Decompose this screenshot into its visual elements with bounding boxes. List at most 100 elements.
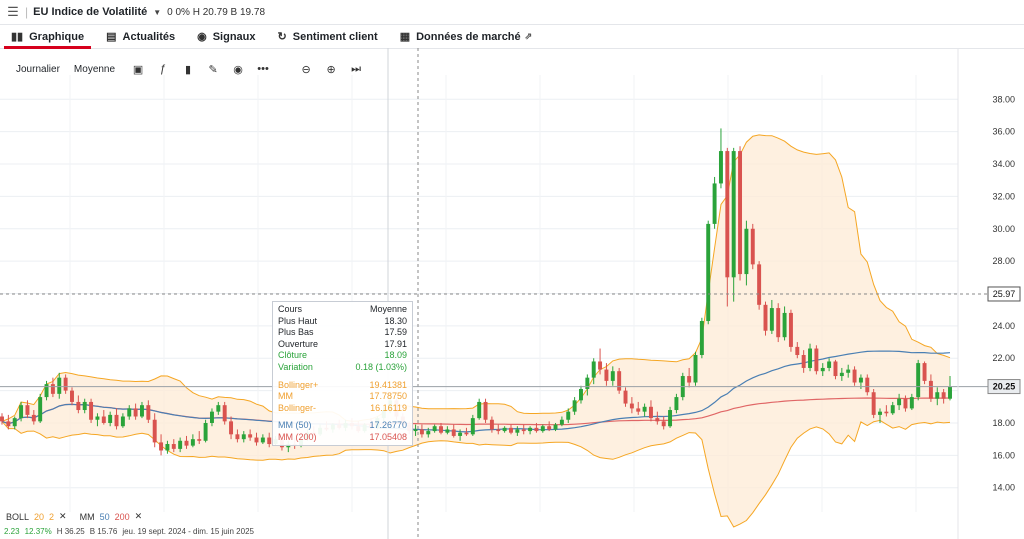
tooltip-value: 17.78750 <box>369 391 407 402</box>
tab-sentiment-client[interactable]: ↻ Sentiment client <box>267 25 389 48</box>
candle-body <box>489 419 494 430</box>
candle-body <box>890 405 895 414</box>
candle-body <box>928 380 933 399</box>
candle-body <box>235 434 240 440</box>
candle-body <box>858 377 863 383</box>
boll-deviation[interactable]: 2 <box>49 511 55 522</box>
period-selector[interactable]: Journalier <box>16 63 60 75</box>
hamburger-icon[interactable]: ☰ <box>7 4 19 19</box>
candle-body <box>502 427 507 432</box>
candle-body <box>833 361 838 377</box>
candle-body <box>846 369 851 373</box>
y-tick-label: 38.00 <box>992 94 1015 104</box>
crosshair-price-label: 25.97 <box>993 289 1016 299</box>
tooltip-value: 19.41381 <box>369 379 407 390</box>
candle-body <box>579 388 583 401</box>
tooltip-label: MM <box>278 391 293 402</box>
chart-type-icon[interactable]: ▣ <box>132 63 144 76</box>
newspaper-icon: ▤ <box>106 31 117 43</box>
tab-label: Signaux <box>212 30 256 43</box>
candle-body <box>89 401 94 420</box>
bar-chart-icon[interactable]: ▮ <box>185 63 192 76</box>
price-tooltip: Cours Moyenne Plus Haut 18.30 Plus Bas 1… <box>272 301 413 446</box>
candle-body <box>241 434 246 440</box>
eye-icon[interactable]: ◉ <box>233 63 243 76</box>
pencil-icon[interactable]: ✎ <box>208 63 218 76</box>
y-tick-label: 14.00 <box>992 483 1015 493</box>
chevron-down-icon[interactable]: ▼ <box>153 7 162 17</box>
indicator-selector[interactable]: Moyenne <box>73 63 116 75</box>
zoom-in-icon[interactable]: ⊕ <box>326 63 336 76</box>
skip-to-end-icon[interactable]: ⏭ <box>351 62 362 75</box>
candle-body <box>82 401 87 411</box>
candle-body <box>553 424 558 430</box>
zoom-out-icon[interactable]: ⊖ <box>301 63 311 76</box>
tooltip-value: 17.05408 <box>369 431 407 442</box>
y-tick-label: 36.00 <box>992 127 1015 137</box>
boll-label[interactable]: BOLL <box>6 511 30 522</box>
tab-actualites[interactable]: ▤ Actualités <box>95 25 186 48</box>
candle-body <box>25 405 30 415</box>
candle-body <box>31 414 36 422</box>
candle-body <box>572 400 577 412</box>
bollinger-band-fill <box>2 134 950 527</box>
candle-body <box>948 386 952 399</box>
y-tick-label: 22.00 <box>992 353 1015 363</box>
tooltip-label: Bollinger- <box>278 402 317 413</box>
candle-body <box>203 422 208 441</box>
close-icon[interactable]: ✕ <box>59 511 67 521</box>
y-tick-label: 24.00 <box>992 321 1015 331</box>
ma-period-50[interactable]: 50 <box>99 511 110 522</box>
candle-body <box>604 369 609 381</box>
tab-signaux[interactable]: ◉ Signaux <box>186 25 266 48</box>
candle-body <box>419 429 424 435</box>
current-price-label: 20.25 <box>993 382 1016 392</box>
candle-body <box>101 416 106 423</box>
candle-body <box>903 398 908 409</box>
candle-body <box>12 418 17 427</box>
candle-body <box>852 369 857 383</box>
ma-period-200[interactable]: 200 <box>114 511 130 522</box>
candle-body <box>483 401 488 420</box>
y-tick-label: 16.00 <box>992 450 1015 460</box>
more-icon[interactable]: ••• <box>257 63 269 75</box>
candle-body <box>598 361 603 370</box>
candle-body <box>795 346 800 356</box>
candle-body <box>559 419 564 425</box>
indicators-icon[interactable]: ƒ <box>160 63 167 75</box>
boll-period[interactable]: 20 <box>34 511 45 522</box>
tab-graphique[interactable]: ▮▮ Graphique <box>0 25 95 49</box>
indicator-legend: BOLL 20 2 ✕ MM 50 200 ✕ <box>6 511 147 522</box>
tooltip-title-value: Moyenne <box>369 304 407 314</box>
candle-body <box>788 312 793 347</box>
candle-body <box>865 377 870 393</box>
candle-body <box>432 426 437 432</box>
ma-label[interactable]: MM <box>79 511 95 522</box>
candle-body <box>744 228 749 275</box>
candle-body <box>897 398 902 406</box>
tab-label: Actualités <box>122 30 176 43</box>
tab-donnees-marche[interactable]: ▦ Données de marché ⇗ <box>389 25 544 48</box>
summary-low: B 15.76 <box>89 527 118 536</box>
tooltip-label: Variation <box>278 361 313 372</box>
instrument-name[interactable]: EU Indice de Volatilité <box>33 6 148 18</box>
candle-body <box>57 377 62 394</box>
candle-body <box>184 440 189 446</box>
bollinger-upper-line <box>1 134 951 422</box>
close-icon[interactable]: ✕ <box>134 511 143 521</box>
summary-date-range: jeu. 19 sept. 2024 - dim. 15 juin 2025 <box>122 527 254 536</box>
calendar-icon: ▦ <box>399 31 411 43</box>
candle-body <box>70 390 74 402</box>
candle-body <box>509 427 513 433</box>
tooltip-label: Bollinger+ <box>278 379 319 390</box>
candle-body <box>120 416 125 427</box>
instrument-stats: 0 0% H 20.79 B 19.78 <box>167 6 266 18</box>
tab-label: Données de marché <box>416 30 521 43</box>
candle-body <box>44 384 49 398</box>
candle-body <box>439 426 443 433</box>
summary-high: H 36.25 <box>56 527 85 536</box>
candle-body <box>941 392 946 399</box>
candle-body <box>820 367 825 372</box>
instrument-header: ☰ | EU Indice de Volatilité ▼ 0 0% H 20.… <box>0 0 1024 24</box>
